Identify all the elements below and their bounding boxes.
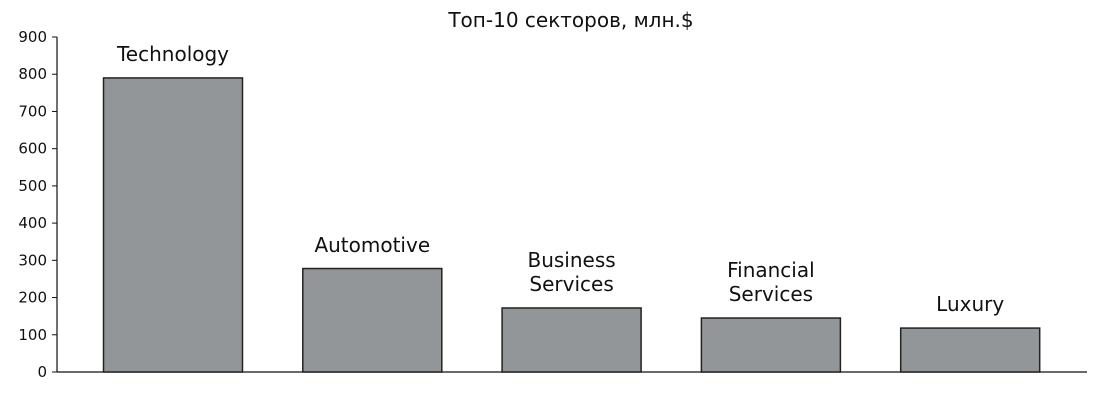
y-tick-label: 700	[18, 102, 47, 120]
category-label: Technology	[116, 41, 230, 66]
y-tick-label: 200	[18, 289, 47, 307]
category-label: Luxury	[936, 292, 1005, 317]
bar	[501, 307, 642, 373]
category-label: Business Services	[527, 247, 616, 296]
bar	[700, 317, 842, 373]
category-label: Automotive	[314, 232, 431, 257]
y-tick-label: 0	[37, 363, 47, 381]
y-tick-label: 400	[18, 214, 47, 232]
bar	[302, 267, 443, 373]
y-tick-label: 800	[18, 65, 47, 83]
category-label: Financial Services	[727, 258, 815, 307]
chart-title: Топ-10 секторов, млн.$	[447, 8, 693, 32]
y-tick-label: 600	[18, 140, 47, 158]
bar	[899, 327, 1041, 373]
y-tick-label: 100	[18, 326, 47, 344]
y-tick-label: 900	[18, 28, 47, 46]
bar	[102, 77, 244, 373]
y-tick-label: 500	[18, 177, 47, 195]
y-tick-label: 300	[18, 251, 47, 269]
